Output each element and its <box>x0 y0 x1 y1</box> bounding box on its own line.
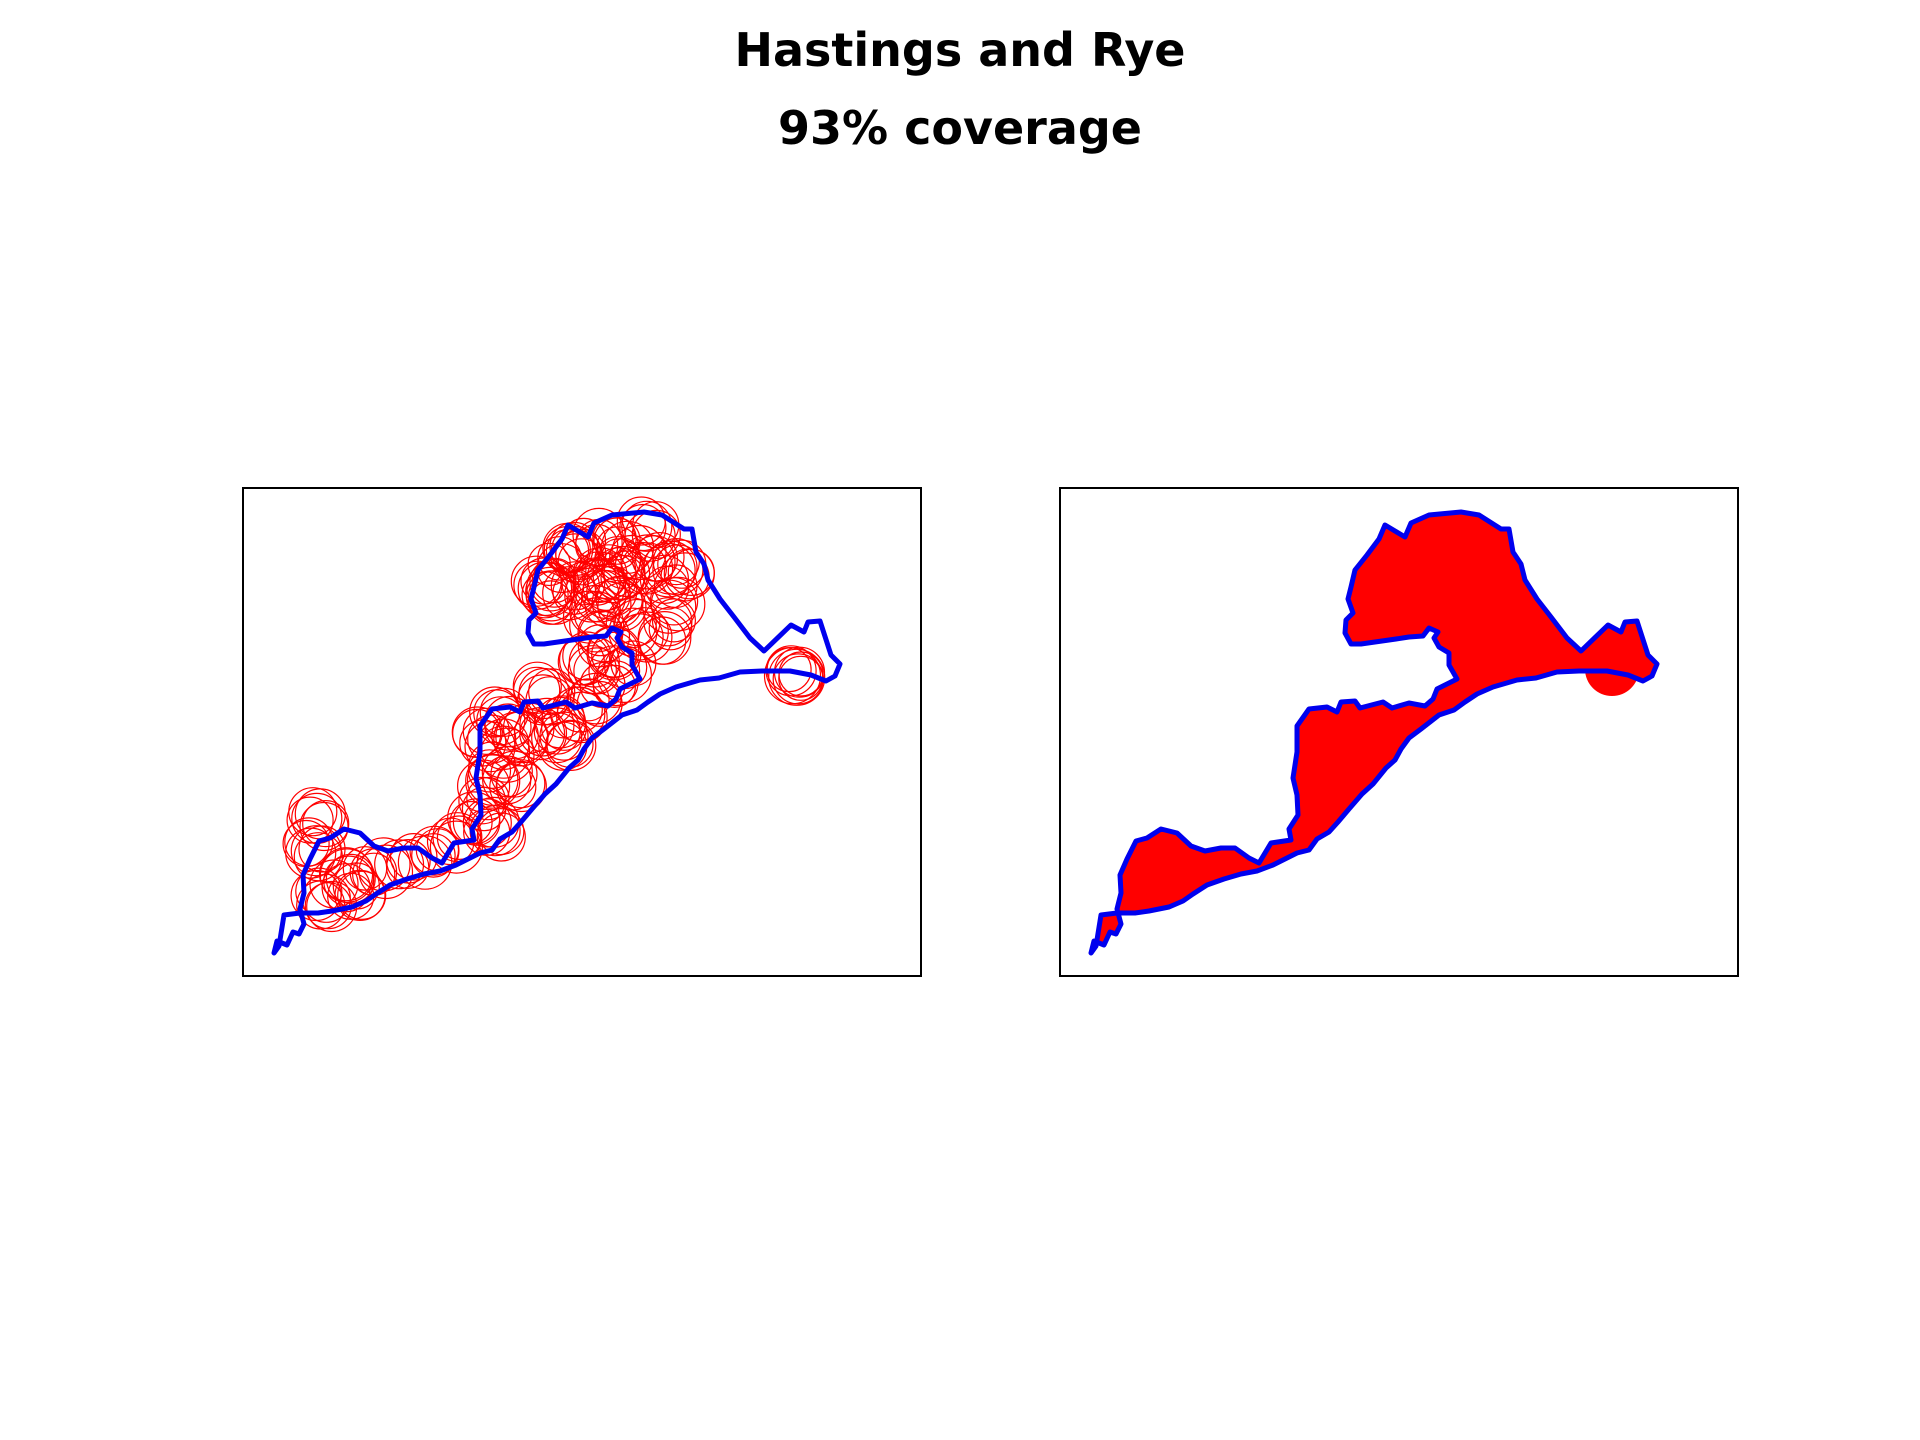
coverage-circle <box>332 862 380 910</box>
coverage-circle <box>613 598 661 647</box>
coverage-circle <box>545 719 597 771</box>
coverage-circle <box>288 787 338 837</box>
coverage-circle <box>550 533 600 583</box>
coverage-circle <box>484 703 532 751</box>
coverage-circle <box>557 538 605 586</box>
filled-coverage-map <box>1088 509 1660 956</box>
coverage-circle <box>652 537 700 586</box>
coverage-circle <box>476 812 526 862</box>
coverage-circle <box>605 597 657 649</box>
coverage-circle <box>436 815 482 861</box>
coverage-circle <box>651 598 696 643</box>
coverage-circle <box>539 711 589 761</box>
constituency-boundary <box>1088 509 1660 956</box>
coverage-circle <box>562 631 612 681</box>
coverage-circle <box>510 555 562 607</box>
coverage-circle <box>576 680 623 727</box>
constituency-boundary <box>271 509 843 956</box>
coverage-circle <box>299 801 349 852</box>
coverage-circle <box>567 645 617 695</box>
coverage-circle <box>637 610 692 665</box>
coverage-circle <box>519 710 566 757</box>
coverage-circle <box>389 832 438 881</box>
coverage-circle <box>621 611 673 663</box>
coverage-circle <box>616 496 666 546</box>
coverage-circle <box>467 749 512 793</box>
coverage-circle <box>495 760 547 813</box>
coverage-circle <box>321 863 371 913</box>
coverage-circle <box>337 870 387 920</box>
coverage-circle <box>465 753 521 809</box>
coverage-circle <box>555 528 607 580</box>
coverage-circle <box>290 825 342 877</box>
coverage-circle <box>520 557 568 605</box>
coverage-circle <box>663 548 715 600</box>
circle-coverage-panel <box>242 487 922 977</box>
coverage-circle <box>429 820 483 874</box>
coverage-area-east <box>1585 642 1639 696</box>
coverage-circle <box>559 634 611 686</box>
coverage-circle <box>768 648 826 706</box>
coverage-circle <box>586 552 638 604</box>
coverage-circle <box>490 750 538 798</box>
circle-coverage-map <box>271 496 843 956</box>
coverage-circle <box>586 565 638 618</box>
coverage-circle <box>513 560 563 610</box>
coverage-circle <box>603 550 651 598</box>
coverage-circle <box>533 707 581 755</box>
coverage-circles <box>282 496 826 933</box>
coverage-circle <box>521 571 569 619</box>
coverage-circle <box>531 712 583 764</box>
coverage-circle <box>432 812 483 863</box>
coverage-circle <box>512 661 562 711</box>
coverage-circle <box>525 570 577 622</box>
coverage-circle <box>374 839 425 890</box>
filled-coverage-panel <box>1059 487 1739 977</box>
coverage-circle <box>334 869 386 921</box>
coverage-subtitle: 93% coverage <box>777 101 1143 155</box>
map-title: Hastings and Rye <box>734 23 1186 77</box>
coverage-circle <box>648 606 693 651</box>
coverage-area <box>1091 512 1657 953</box>
coverage-circle <box>518 667 570 720</box>
coverage-circle <box>621 500 673 552</box>
coverage-circle <box>302 800 350 848</box>
coverage-circle <box>573 647 621 695</box>
